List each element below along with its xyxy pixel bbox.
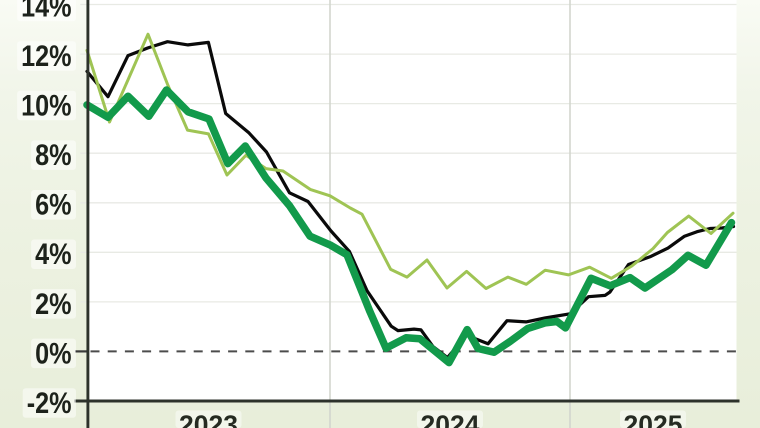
svg-text:8%: 8% bbox=[35, 138, 71, 172]
svg-text:-2%: -2% bbox=[27, 386, 72, 420]
svg-text:2%: 2% bbox=[35, 287, 71, 321]
svg-text:2023: 2023 bbox=[179, 410, 238, 428]
svg-text:2025: 2025 bbox=[624, 410, 683, 428]
svg-text:2024: 2024 bbox=[421, 410, 480, 428]
svg-text:10%: 10% bbox=[21, 88, 71, 122]
svg-text:0%: 0% bbox=[35, 336, 71, 370]
svg-text:4%: 4% bbox=[35, 237, 71, 271]
svg-text:12%: 12% bbox=[21, 39, 71, 73]
svg-text:14%: 14% bbox=[21, 0, 71, 23]
svg-text:6%: 6% bbox=[35, 188, 71, 222]
